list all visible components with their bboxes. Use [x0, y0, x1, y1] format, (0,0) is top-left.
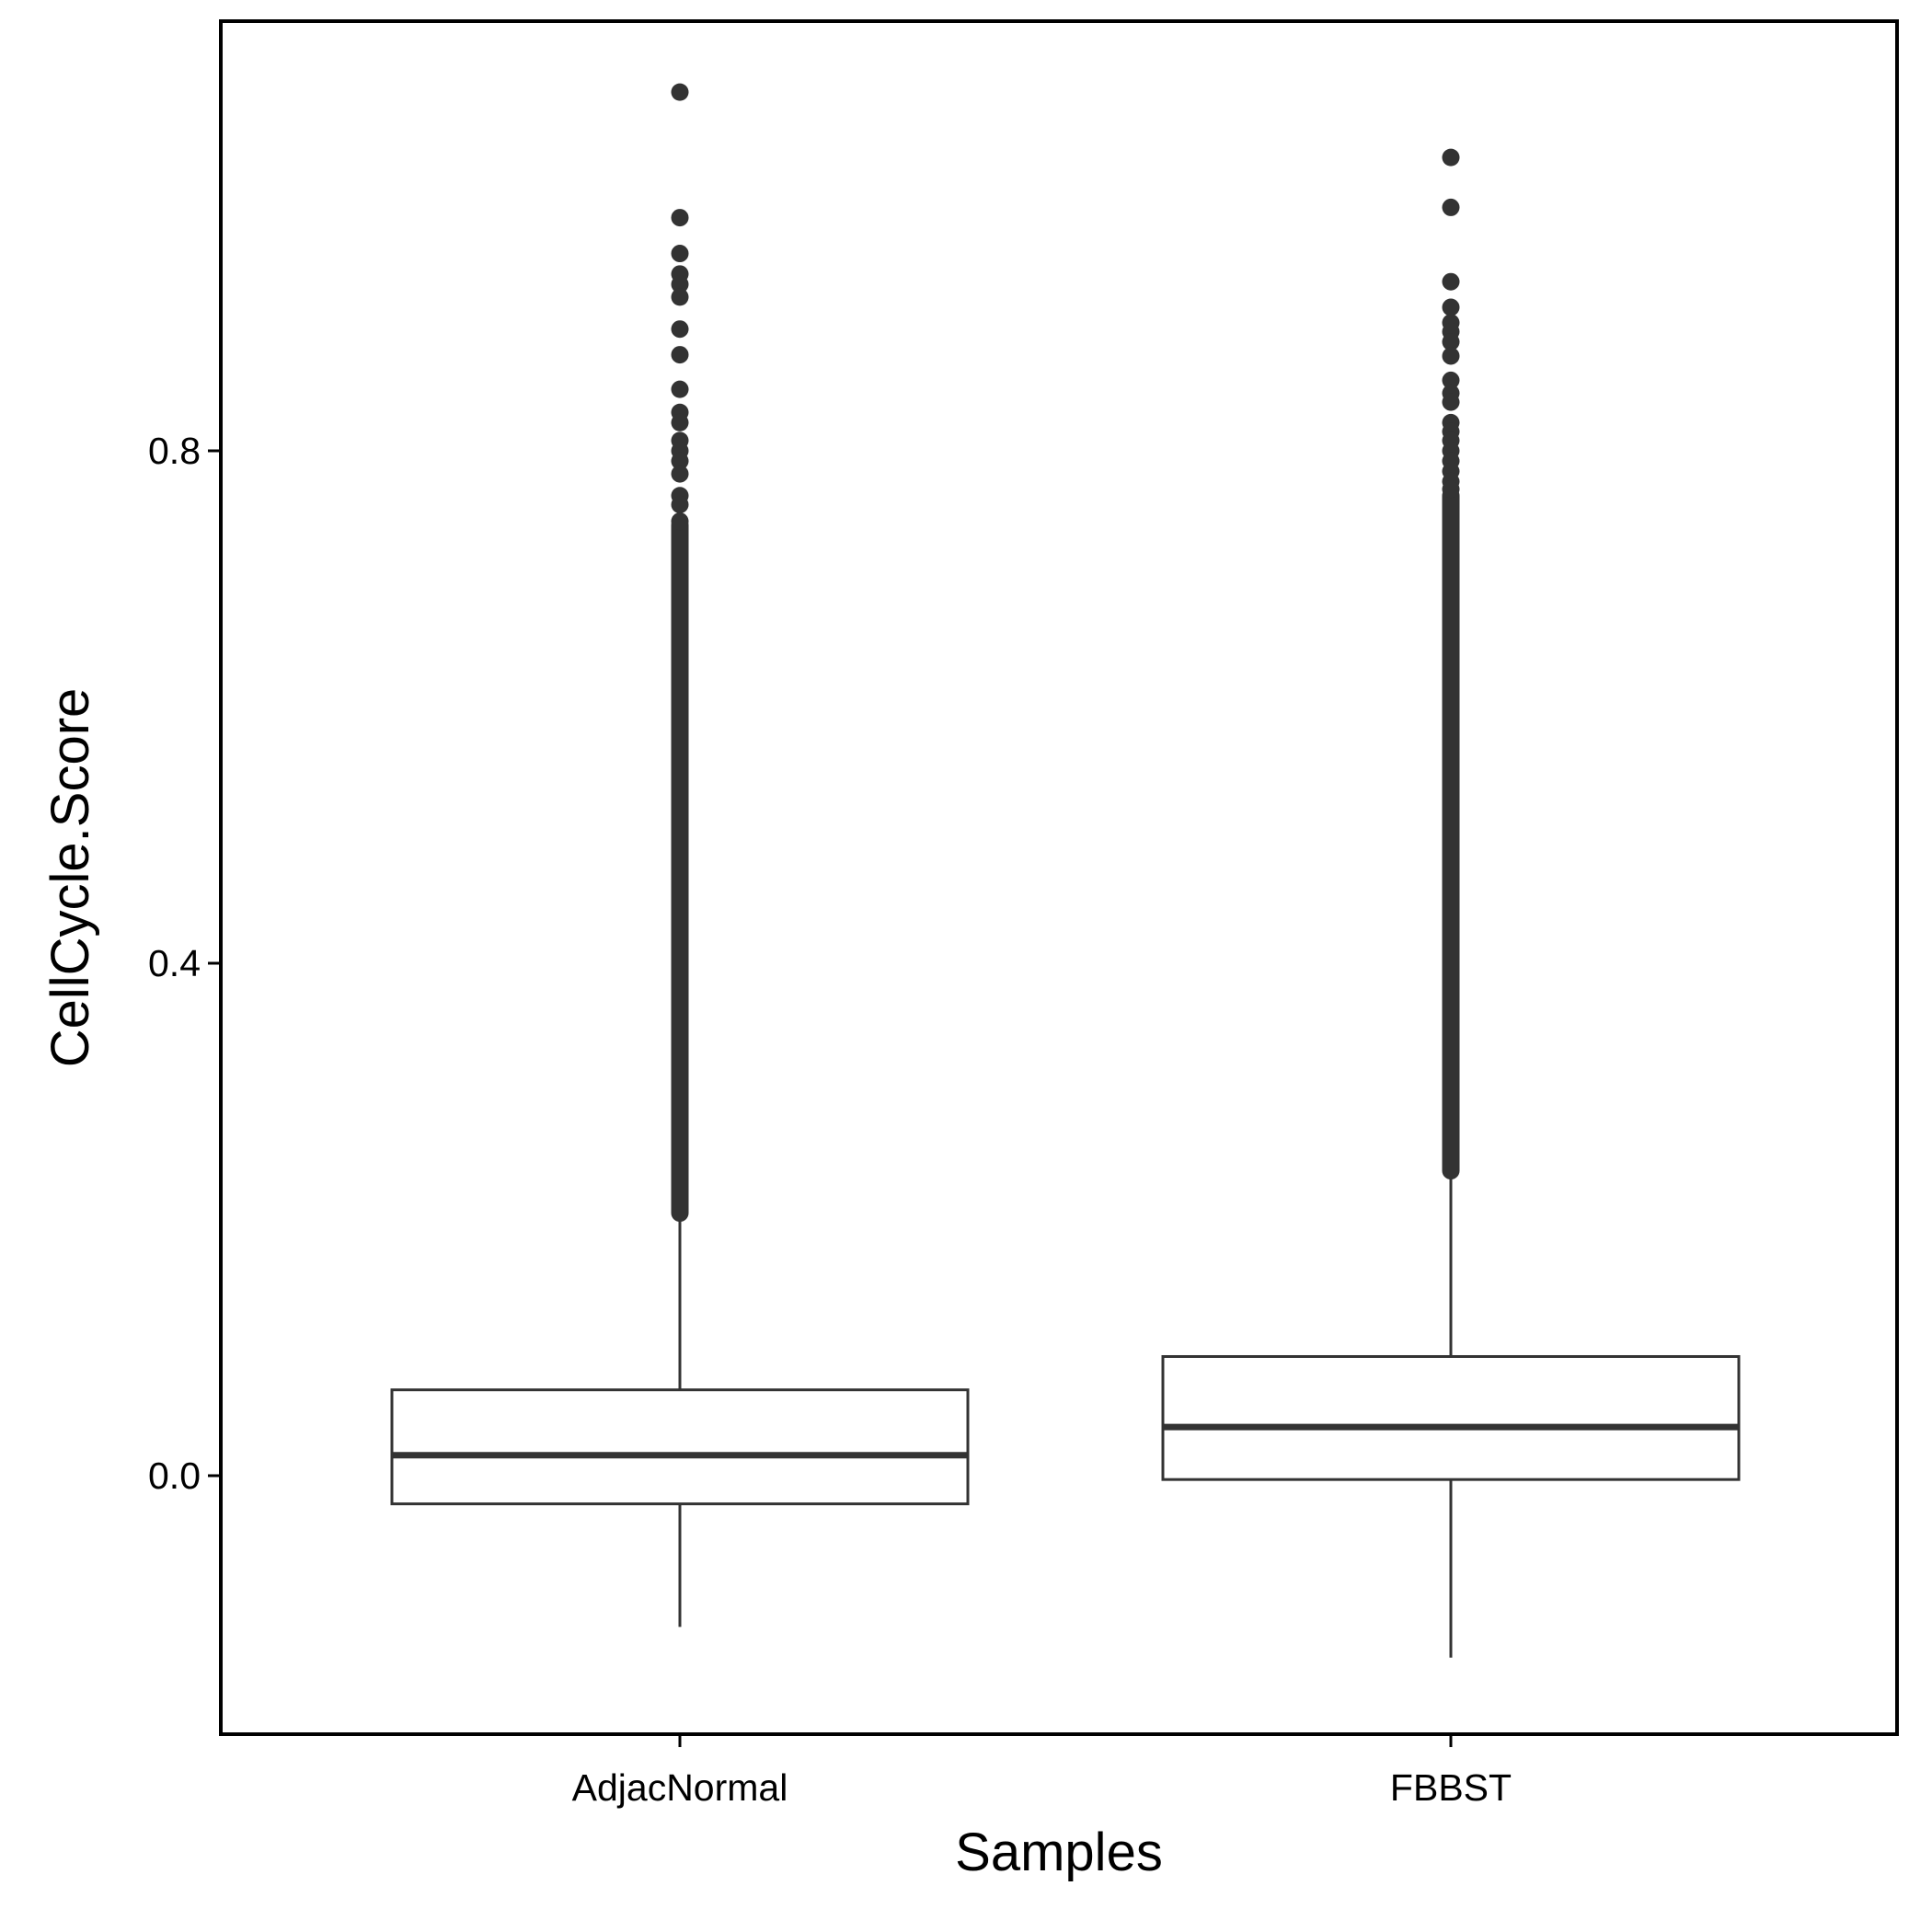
outlier-point	[671, 380, 689, 398]
outlier-point	[1442, 148, 1460, 167]
outlier-point	[1442, 333, 1460, 351]
outlier-point	[671, 83, 689, 101]
outlier-point	[671, 512, 689, 531]
box-group-2	[1161, 148, 1741, 1658]
outlier-point	[1442, 371, 1460, 389]
outlier-point	[671, 288, 689, 306]
plot-frame	[219, 19, 1899, 1736]
chart-marks	[390, 83, 1741, 1658]
outlier-point	[1442, 347, 1460, 365]
outlier-point	[671, 245, 689, 263]
outlier-point	[1442, 393, 1460, 411]
y-tick-label: 0.0	[148, 1455, 201, 1497]
outlier-point	[1442, 272, 1460, 291]
outlier-point	[671, 465, 689, 483]
box-iqr	[390, 1388, 970, 1506]
outlier-point	[671, 413, 689, 431]
y-tick-label: 0.4	[148, 942, 201, 984]
y-tick-label: 0.8	[148, 430, 201, 472]
chart-axes: 0.0 0.4 0.8 AdjacNormal FBBST	[148, 430, 1512, 1809]
outlier-point	[1442, 298, 1460, 316]
outlier-point	[671, 346, 689, 364]
x-axis-title: Samples	[955, 1823, 1163, 1882]
outlier-point	[671, 452, 689, 470]
box-group-1	[390, 83, 970, 1627]
x-tick-label: AdjacNormal	[572, 1766, 788, 1809]
outlier-point	[671, 275, 689, 293]
box-iqr	[1161, 1354, 1741, 1481]
y-axis-title: CellCycle.Score	[40, 688, 100, 1068]
outlier-point	[1442, 480, 1460, 499]
outlier-point	[671, 209, 689, 227]
outlier-point	[1442, 198, 1460, 216]
outlier-point	[671, 495, 689, 513]
outlier-point	[671, 320, 689, 339]
x-tick-label: FBBST	[1390, 1766, 1512, 1809]
